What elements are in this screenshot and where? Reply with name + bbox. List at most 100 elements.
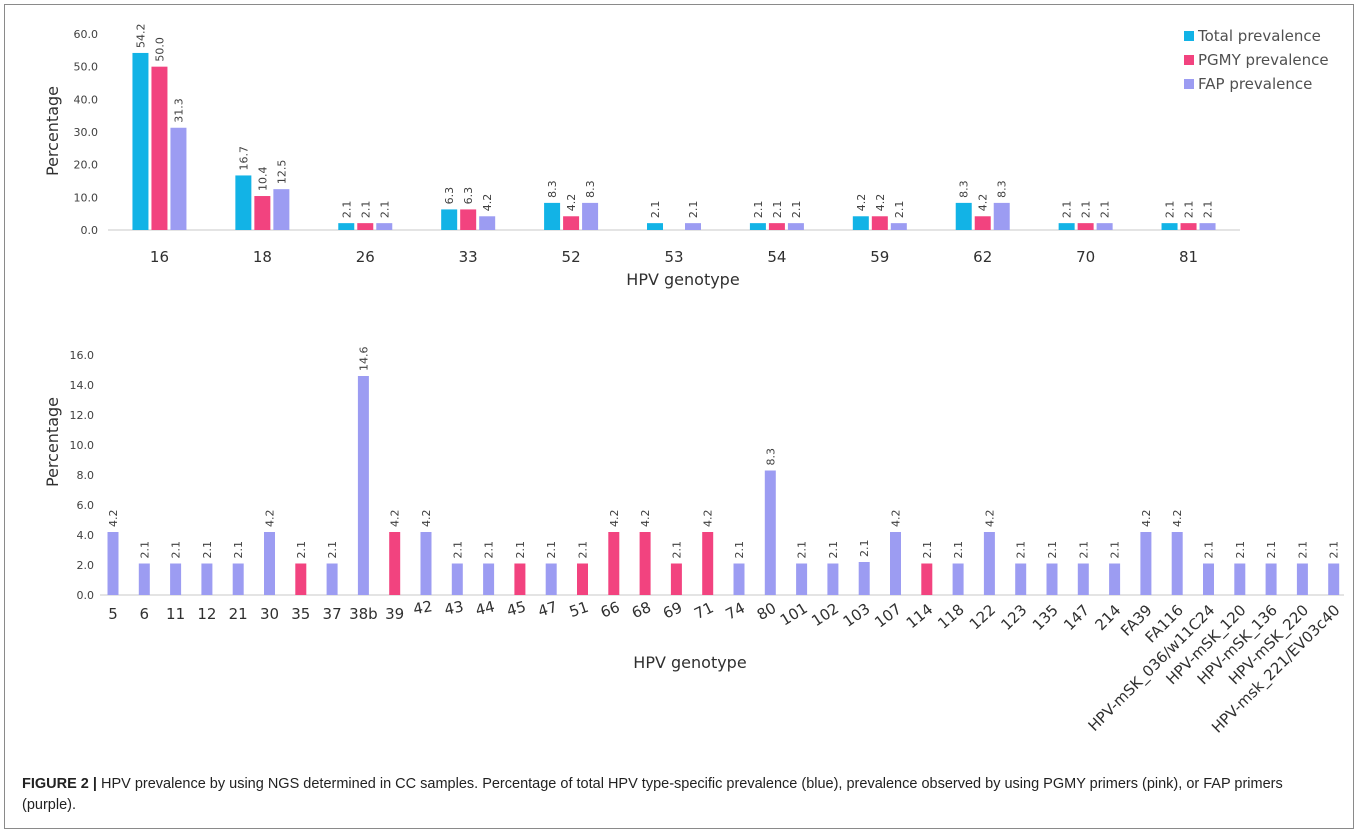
chart-top-data-label: 2.1 [340,201,353,219]
chart-bottom-data-label: 2.1 [1015,541,1028,559]
chart-bottom-bar [514,563,526,595]
chart-bottom-category-label: 114 [903,600,937,632]
chart-bottom-category-label: 122 [966,601,999,634]
chart-top-data-label: 6.3 [462,187,475,205]
chart-bottom-bar [389,532,401,595]
chart-bottom-data-label: 2.1 [326,541,339,559]
chart-bottom-category-label: 118 [934,600,967,632]
chart-top-category-label: 70 [1076,248,1095,266]
chart-bottom-bar [796,563,808,595]
chart-top-data-label: 2.1 [1099,201,1112,219]
chart-bottom-data-label: 2.1 [670,541,683,559]
chart-bottom-data-label: 4.2 [420,510,433,528]
chart-bottom-data-label: 2.1 [858,540,871,558]
chart-bottom-category-label: 47 [536,598,560,621]
chart-bottom-category-label: 5 [108,605,118,623]
chart-top-data-label: 8.3 [546,180,559,198]
legend-label: FAP prevalence [1198,75,1312,93]
chart-top-data-label: 2.1 [1164,201,1177,219]
chart-bottom-data-label: 2.1 [1328,541,1341,559]
chart-bottom-bar [670,563,682,595]
chart-top-data-label: 2.1 [1080,201,1093,219]
chart-bottom-bar [639,532,651,595]
legend-label: PGMY prevalence [1198,51,1329,69]
chart-bottom: 0.0 2.0 4.0 6.0 8.0 10.0 12.0 14.0 16.0 4.2 2.1 2.… [43,347,1344,738]
chart-bottom-bar [264,532,275,595]
chart-top-data-label: 2.1 [359,201,372,219]
chart-top-y-tick: 30.0 [74,126,99,139]
chart-bottom-y-tick: 0.0 [77,589,95,602]
chart-top-bar [1058,223,1075,230]
chart-bottom-data-label: 4.2 [608,510,621,528]
chart-top-bar [890,223,907,230]
chart-top-bar [787,223,804,230]
chart-top-data-label: 2.1 [790,201,803,219]
chart-top-data-label: 4.2 [874,194,887,212]
chart-top-data-label: 8.3 [958,180,971,198]
chart-top-data-label: 2.1 [1061,201,1074,219]
chart-top: 0.0 10.0 20.0 30.0 40.0 50.0 60.0 54.2 50.0 31.3… [43,23,1329,289]
chart-top-legend: Total prevalence PGMY prevalence FAP preva… [1184,27,1329,93]
chart-bottom-category-label: 123 [997,601,1030,634]
chart-top-bar [871,216,888,230]
chart-bottom-data-label: 2.1 [201,541,214,559]
chart-top-category-label: 16 [150,248,169,266]
chart-top-bar [338,223,355,230]
chart-bottom-data-label: 2.1 [1109,541,1122,559]
chart-top-bar [1199,223,1216,230]
chart-bottom-category-label: 66 [598,598,622,622]
chart-bottom-data-label: 2.1 [1203,541,1216,559]
chart-bottom-data-label: 2.1 [796,541,809,559]
chart-top-bar [170,127,187,230]
chart-bottom-bar [170,563,182,595]
chart-bottom-category-label: 38b [349,605,378,623]
chart-bottom-category-label: 103 [840,600,874,631]
chart-bottom-category-label: 35 [291,605,310,623]
chart-top-y-tick: 10.0 [74,191,99,204]
chart-bottom-data-label: 4.2 [107,510,120,528]
chart-top-data-label: 2.1 [752,201,765,219]
chart-top-bar [852,216,869,230]
chart-top-bar [1096,223,1113,230]
chart-top-bar [768,223,785,230]
chart-bottom-data-label: 2.1 [1265,541,1278,559]
chart-bottom-data-label: 2.1 [545,541,558,559]
figure-frame [4,4,1354,829]
chart-top-category-label: 54 [767,248,786,266]
chart-bottom-bar [858,562,870,595]
chart-top-bar [151,66,168,231]
chart-top-category-label: 62 [973,248,992,266]
chart-bottom-y-tick: 10.0 [70,439,95,452]
chart-bottom-bar [420,532,432,595]
chart-top-data-label: 2.1 [1183,201,1196,219]
chart-top-category-label: 52 [562,248,581,266]
chart-bottom-data-label: 2.1 [921,541,934,559]
chart-top-y-tick: 20.0 [74,159,99,172]
chart-bottom-data-label: 2.1 [232,541,245,559]
chart-top-data-label: 2.1 [893,201,906,219]
chart-bottom-bar [952,563,964,595]
chart-bottom-data-label: 2.1 [1046,541,1059,559]
chart-top-bar [132,52,149,230]
chart-top-data-label: 2.1 [1202,201,1215,219]
chart-top-bar [460,209,477,230]
chart-bottom-bar [1203,563,1214,595]
chart-top-y-tick: 50.0 [74,61,99,74]
chart-bottom-bar [1140,532,1152,595]
chart-bottom-bar [764,470,776,595]
chart-bottom-data-label: 2.1 [483,541,496,559]
chart-bottom-bar [107,532,119,595]
chart-top-bar [441,209,458,230]
chart-top-category-label: 33 [459,248,478,266]
chart-top-bar [993,202,1010,230]
chart-bottom-x-axis-title: HPV genotype [633,653,746,672]
chart-bottom-category-label: 69 [660,598,685,622]
chart-top-bar [685,223,701,230]
chart-bottom-bar [232,563,244,595]
chart-bottom-data-label: 2.1 [733,541,746,559]
chart-bottom-bar [451,563,463,595]
chart-bottom-category-label: 71 [691,598,716,623]
chart-bottom-bar [827,563,839,595]
chart-top-bar [955,202,972,230]
chart-top-y-tick: 60.0 [74,28,99,41]
